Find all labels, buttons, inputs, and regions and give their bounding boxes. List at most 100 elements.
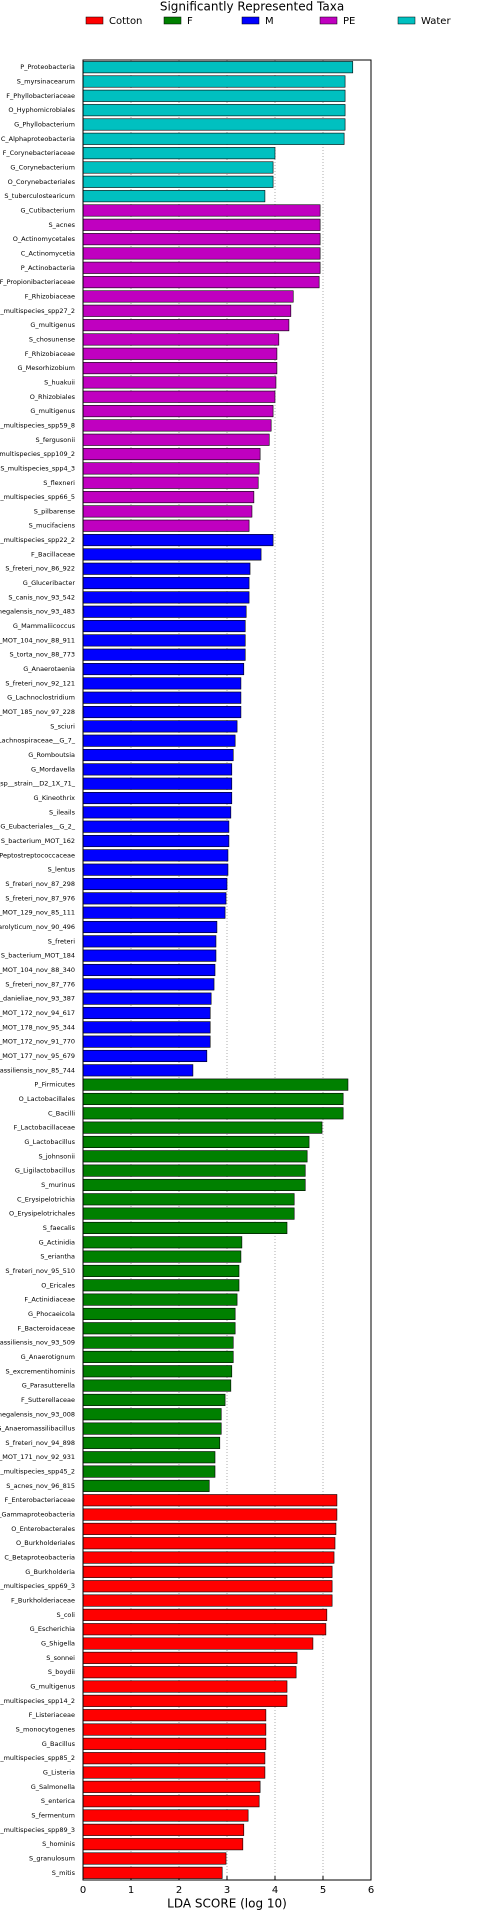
- bar: [82, 949, 217, 962]
- legend-swatch: [319, 16, 338, 25]
- y-tick-label: um_MOT_104_nov_88_340: [0, 966, 75, 974]
- y-tick-label: F_Enterobacteriaceae: [4, 1496, 75, 1504]
- bar: [82, 720, 238, 733]
- y-tick-label: F_Rhizobiaceae: [25, 292, 75, 300]
- y-tick-label: um_MOT_104_nov_88_911: [0, 636, 75, 644]
- bar: [82, 1795, 260, 1808]
- y-tick-label: S_coli: [56, 1611, 75, 1619]
- bar: [82, 1408, 222, 1421]
- y-tick-label: S_multispecies_spp27_2: [0, 307, 75, 315]
- y-tick-label: O_Corynebacteriales: [8, 178, 76, 186]
- bar: [82, 89, 346, 102]
- y-tick-label: F_Actinidiaceae: [24, 1296, 75, 1304]
- y-tick-label: G_Listeria: [43, 1769, 75, 1777]
- y-tick-label: senegalensis_nov_93_483: [0, 608, 75, 616]
- y-tick-label: S_multispecies_spp22_2: [0, 536, 75, 544]
- bar: [82, 419, 272, 432]
- x-tick-label: 0: [80, 1885, 86, 1896]
- y-tick-label: senegalensis_nov_93_008: [0, 1410, 75, 1418]
- y-tick-label: S_multispecies_spp66_5: [0, 493, 75, 501]
- y-tick-label: _massiliensis_nov_93_509: [0, 1339, 75, 1347]
- bar: [82, 1293, 238, 1306]
- y-tick-label: G_Anaerotignum: [21, 1353, 75, 1361]
- y-tick-label: S_multispecies_spp59_8: [0, 421, 75, 429]
- bar: [82, 1623, 327, 1636]
- y-tick-label: S_bacterium_MOT_184: [1, 952, 75, 960]
- y-tick-label: G_Anaerotaenia: [23, 665, 75, 673]
- y-tick-label: O_Rhizobiales: [30, 393, 76, 401]
- y-tick-label: S_enterica: [41, 1797, 75, 1805]
- y-tick-label: S_excrementihominis: [6, 1367, 76, 1375]
- bar: [82, 978, 215, 991]
- bar: [82, 1723, 267, 1736]
- y-tick-label: G_Mordavella: [31, 765, 75, 773]
- bar: [82, 376, 277, 389]
- y-tick-label: O_Burkholderiales: [16, 1539, 76, 1547]
- legend-label: Cotton: [109, 16, 142, 27]
- y-tick-label: C_Bacilli: [48, 1109, 75, 1117]
- y-tick-label: S_torta_nov_88_773: [10, 651, 75, 659]
- x-axis-label: LDA SCORE (log 10): [167, 1897, 287, 1911]
- bar: [82, 892, 227, 905]
- bar: [82, 920, 218, 934]
- y-tick-label: _massiliensis_nov_85_744: [0, 1066, 75, 1074]
- bar: [82, 1436, 221, 1449]
- y-tick-label: F_Bacteroidaceae: [17, 1324, 75, 1332]
- bar: [82, 1508, 338, 1521]
- y-tick-label: charolyticum_nov_90_496: [0, 923, 75, 931]
- y-tick-label: G_Phyllobacterium: [14, 120, 75, 128]
- y-tick-label: F_Lactobacillaceae: [14, 1124, 75, 1132]
- y-tick-label: S_multispecies_spp45_2: [0, 1468, 75, 1476]
- y-tick-label: S_danieliae_nov_93_387: [0, 995, 75, 1003]
- bar: [82, 1365, 233, 1378]
- y-tick-label: F_Listeriaceae: [29, 1711, 75, 1719]
- bar: [82, 1393, 226, 1406]
- y-tick-label: F_Bacillaceae: [31, 550, 75, 558]
- bar: [82, 390, 276, 403]
- y-tick-label: S_canis_nov_93_542: [8, 593, 75, 601]
- bar: [82, 1193, 295, 1206]
- bar: [82, 175, 274, 188]
- y-tick-label: G_multigenus: [30, 321, 75, 329]
- bar: [82, 1221, 288, 1234]
- y-tick-label: F_Propionibacteriaceae: [0, 278, 75, 286]
- y-tick-label: S_faecalis: [43, 1224, 76, 1232]
- y-tick-label: S_eriantha: [40, 1253, 75, 1261]
- y-tick-label: G_Kineothrix: [34, 794, 76, 802]
- bar: [82, 1637, 314, 1650]
- y-tick-label: S_johnsonii: [39, 1152, 76, 1160]
- y-tick-label: um_MOT_171_nov_92_931: [0, 1453, 75, 1461]
- bar: [82, 1780, 261, 1793]
- bar: [82, 1494, 338, 1507]
- bar: [82, 1107, 344, 1120]
- y-tick-label: S_freteri_nov_87_298: [5, 880, 75, 888]
- y-tick-label: P_Firmicutes: [34, 1081, 75, 1089]
- y-tick-label: F_Peptostreptococcaceae: [0, 851, 75, 859]
- bar: [82, 247, 321, 260]
- y-tick-label: G_Lactobacillus: [24, 1138, 75, 1146]
- x-tick-label: 5: [320, 1885, 326, 1896]
- y-tick-label: S_freteri_nov_87_976: [5, 894, 75, 902]
- bar: [82, 1866, 223, 1879]
- y-tick-label: um_MOT_178_nov_95_344: [0, 1023, 75, 1031]
- bar: [82, 1766, 266, 1779]
- bar: [82, 1336, 234, 1349]
- bar: [82, 548, 262, 561]
- bar: [82, 1537, 336, 1550]
- bar: [82, 620, 246, 633]
- bar: [82, 204, 321, 217]
- bar: [82, 1680, 288, 1693]
- y-tick-label: S_fergusonii: [35, 436, 75, 444]
- x-tick-label: 2: [176, 1885, 182, 1896]
- plot-frame: [82, 59, 372, 1881]
- bar: [82, 333, 280, 346]
- bar: [82, 605, 247, 618]
- y-tick-label: G_Ligilactobacillus: [15, 1167, 76, 1175]
- bar: [82, 1737, 267, 1750]
- chart-title: Significantly Represented Taxa: [160, 0, 344, 14]
- y-tick-label: S_granulosum: [29, 1855, 75, 1863]
- bar: [82, 319, 290, 332]
- bar: [82, 906, 226, 919]
- bar: [82, 1465, 216, 1478]
- bar: [82, 1694, 288, 1707]
